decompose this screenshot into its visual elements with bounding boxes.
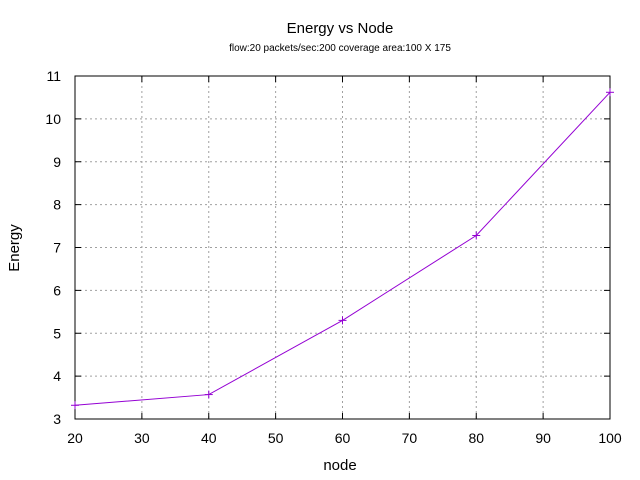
- y-tick-label: 10: [45, 111, 61, 127]
- y-tick-label: 7: [53, 240, 61, 256]
- x-tick-label: 20: [67, 430, 83, 446]
- x-tick-label: 50: [268, 430, 284, 446]
- x-tick-label: 70: [402, 430, 418, 446]
- y-tick-label: 8: [53, 197, 61, 213]
- x-tick-label: 30: [134, 430, 150, 446]
- chart-title: Energy vs Node: [287, 20, 394, 37]
- y-tick-label: 4: [53, 368, 61, 384]
- y-tick-label: 5: [53, 325, 61, 341]
- y-tick-label: 11: [46, 68, 61, 84]
- x-axis-label: node: [323, 457, 356, 474]
- y-tick-label: 9: [53, 154, 61, 170]
- x-tick-label: 80: [468, 430, 484, 446]
- x-tick-label: 90: [535, 430, 551, 446]
- x-tick-label: 40: [201, 430, 217, 446]
- x-tick-label: 60: [335, 430, 351, 446]
- grid: [74, 75, 611, 420]
- x-tick-label: 100: [598, 430, 622, 446]
- y-axis-label: Energy: [6, 224, 23, 272]
- axis-ticks: 20 30 40 50 60 70 80 90 100 3 4 5 6 7 8 9 10 11: [45, 68, 621, 446]
- y-tick-label: 3: [53, 411, 61, 427]
- y-tick-label: 6: [53, 282, 61, 298]
- data-point-marker: [338, 316, 347, 325]
- data-point-marker: [71, 401, 79, 410]
- series-layer: [71, 88, 614, 410]
- data-point-marker: [204, 390, 213, 399]
- series-line: [74, 91, 611, 406]
- data-point-marker: [472, 231, 481, 240]
- data-point-marker: [606, 88, 614, 97]
- chart-subtitle: flow:20 packets/sec:200 coverage area:10…: [229, 43, 451, 54]
- plot-frame: [74, 75, 611, 420]
